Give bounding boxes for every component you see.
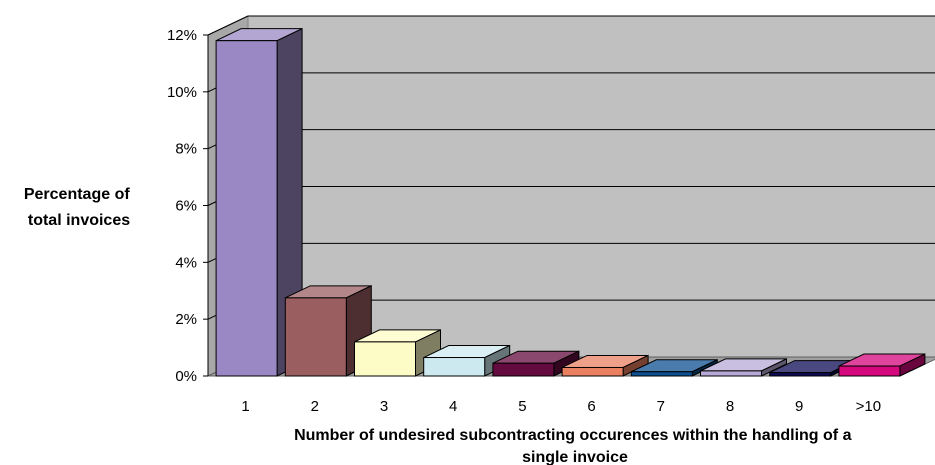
bar-8 (700, 358, 787, 377)
x-tick-label: >10 (856, 398, 881, 415)
bar-front (284, 297, 347, 377)
x-tick-label: 3 (380, 398, 388, 415)
bar-front (423, 357, 486, 377)
bars (215, 27, 926, 377)
bar-front (215, 40, 278, 377)
bar-front (492, 362, 555, 377)
y-tick-label: 0% (175, 368, 197, 385)
bar-6 (561, 354, 649, 377)
x-tick-label: 2 (311, 398, 319, 415)
bar-3 (354, 329, 441, 377)
x-tick-label: 1 (241, 398, 249, 415)
y-axis: 0% 2% 4% 6% 8% 10% 12% (167, 27, 209, 385)
y-tick-label: 4% (175, 254, 197, 271)
bar-1 (215, 27, 303, 377)
y-tick-label: 10% (167, 84, 197, 101)
x-tick-label: 8 (726, 398, 734, 415)
bar-front (561, 366, 624, 377)
bar-front (354, 341, 416, 377)
bar-front (769, 372, 832, 377)
y-tick-label: 2% (175, 311, 197, 328)
bar-front (838, 365, 901, 377)
x-tick-label: 4 (449, 398, 457, 415)
x-tick-labels: 1 2 3 4 5 6 7 8 9 >10 (241, 398, 881, 415)
gridline-depth (207, 15, 249, 36)
y-tick-label: 12% (167, 27, 197, 44)
y-tick-label: 8% (175, 141, 197, 158)
x-tick-label: 5 (518, 398, 526, 415)
x-tick-label: 7 (657, 398, 665, 415)
y-tick-label: 6% (175, 198, 197, 215)
x-axis-title: Number of undesired subcontracting occur… (294, 427, 856, 465)
x-tick-label: 6 (587, 398, 595, 415)
bar-5 (492, 350, 580, 377)
bar-7 (630, 358, 718, 377)
y-axis-title: Percentage of total invoices (24, 186, 134, 229)
bar->10 (838, 353, 926, 377)
x-tick-label: 9 (795, 398, 803, 415)
bar-front (700, 370, 762, 377)
bar-front (630, 371, 693, 377)
